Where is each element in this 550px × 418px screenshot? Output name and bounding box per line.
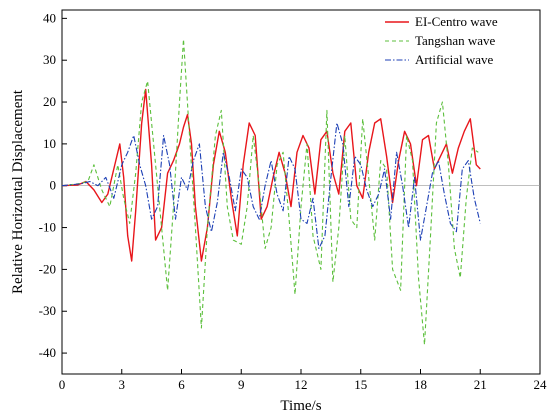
y-tick-label: -10 (39, 220, 56, 235)
series-layer (61, 38, 481, 346)
y-tick-label: 20 (43, 94, 56, 109)
y-tick-label: 30 (43, 52, 56, 67)
series-line-0 (61, 88, 481, 262)
series-line-2 (61, 122, 481, 250)
x-axis-title: Time/s (280, 398, 321, 414)
x-tick-label: 18 (414, 377, 427, 392)
x-tick-label: 24 (534, 377, 548, 392)
x-tick-label: 3 (119, 377, 126, 392)
y-tick-label: 0 (50, 178, 57, 193)
y-tick-label: -40 (39, 345, 56, 360)
x-tick-label: 21 (474, 377, 487, 392)
legend: EI-Centro wave Tangshan wave Artificial wa… (385, 14, 498, 67)
y-axis-title: Relative Horizontal Displacement (10, 89, 26, 294)
y-tick-label: -30 (39, 303, 56, 318)
x-tick-label: 0 (59, 377, 66, 392)
x-tick-label: 15 (354, 377, 367, 392)
series-line-1 (61, 38, 479, 346)
legend-label: Tangshan wave (415, 33, 496, 48)
y-tick-label: 10 (43, 136, 56, 151)
legend-label: EI-Centro wave (415, 14, 498, 29)
y-tick-label: -20 (39, 261, 56, 276)
legend-label: Artificial wave (415, 52, 494, 67)
x-tick-label: 9 (238, 377, 245, 392)
x-tick-label: 6 (178, 377, 185, 392)
y-tick-label: 40 (43, 10, 56, 25)
x-axis-ticks: 0 3 6 9 12 15 18 21 24 (59, 369, 547, 392)
x-tick-label: 12 (295, 377, 308, 392)
